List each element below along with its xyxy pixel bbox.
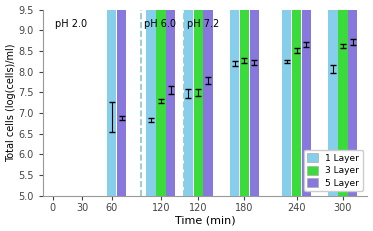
Bar xyxy=(250,0,259,196)
Text: pH 6.0: pH 6.0 xyxy=(144,19,176,29)
Y-axis label: Total cells (log(cells)/ml): Total cells (log(cells)/ml) xyxy=(6,43,16,162)
Bar xyxy=(302,0,311,196)
Bar xyxy=(338,0,348,196)
Bar xyxy=(194,0,203,196)
Bar xyxy=(230,0,239,196)
Text: pH 2.0: pH 2.0 xyxy=(55,19,87,29)
Text: pH 7.2: pH 7.2 xyxy=(188,19,220,29)
Bar xyxy=(203,0,213,196)
Bar xyxy=(146,0,156,196)
X-axis label: Time (min): Time (min) xyxy=(175,216,235,225)
Bar xyxy=(292,0,301,196)
Bar xyxy=(156,0,166,196)
Bar xyxy=(184,0,193,196)
Bar xyxy=(166,0,175,196)
Bar xyxy=(117,0,126,196)
Bar xyxy=(328,0,338,196)
Bar xyxy=(107,0,116,196)
Legend: 1 Layer, 3 Layer, 5 Layer: 1 Layer, 3 Layer, 5 Layer xyxy=(304,149,363,191)
Bar xyxy=(240,0,249,196)
Bar xyxy=(282,0,291,196)
Bar xyxy=(348,0,357,196)
